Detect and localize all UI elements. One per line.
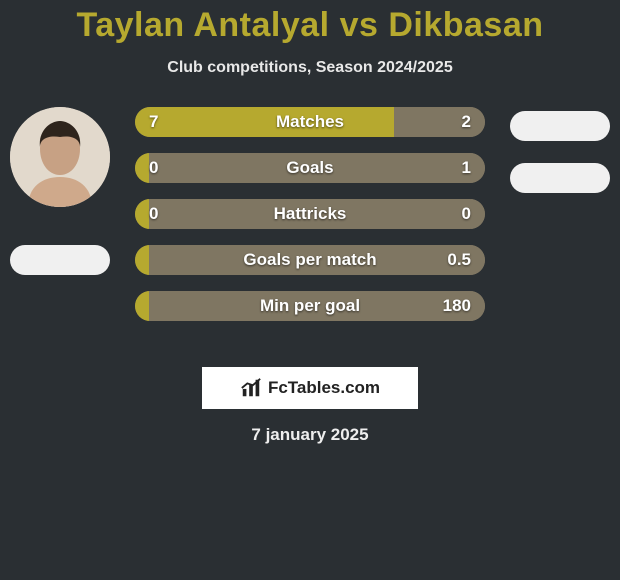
- stat-label: Min per goal: [135, 291, 485, 321]
- player-left-avatar: [10, 107, 110, 207]
- stat-label: Hattricks: [135, 199, 485, 229]
- stat-row: 01Goals: [135, 153, 485, 183]
- bar-chart-icon: [240, 377, 262, 399]
- brand-badge: FcTables.com: [202, 367, 418, 409]
- footer-date: 7 january 2025: [0, 425, 620, 445]
- comparison-infographic: Taylan Antalyal vs Dikbasan Club competi…: [0, 0, 620, 580]
- stat-bars: 72Matches 01Goals 00Hattricks 0.5Goals per …: [135, 107, 485, 321]
- brand-text: FcTables.com: [268, 378, 380, 398]
- subtitle: Club competitions, Season 2024/2025: [0, 59, 620, 77]
- stat-row: 0.5Goals per match: [135, 245, 485, 275]
- stat-label: Goals per match: [135, 245, 485, 275]
- stat-row: 72Matches: [135, 107, 485, 137]
- player-right-flag-1: [510, 111, 610, 141]
- stat-row: 180Min per goal: [135, 291, 485, 321]
- player-left-flag: [10, 245, 110, 275]
- page-title: Taylan Antalyal vs Dikbasan: [0, 6, 620, 45]
- avatar-placeholder-icon: [10, 107, 110, 207]
- player-right-flag-2: [510, 163, 610, 193]
- compare-area: 72Matches 01Goals 00Hattricks 0.5Goals per …: [0, 107, 620, 347]
- stat-row: 00Hattricks: [135, 199, 485, 229]
- stat-label: Goals: [135, 153, 485, 183]
- stat-label: Matches: [135, 107, 485, 137]
